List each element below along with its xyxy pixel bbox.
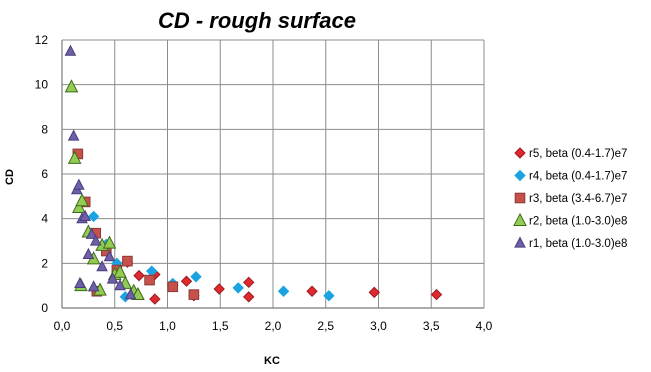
data-point: [243, 291, 255, 303]
data-point: [79, 209, 92, 222]
y-tick-label: 6: [41, 167, 48, 181]
data-point: [167, 281, 179, 293]
y-tick-label: 4: [41, 212, 48, 226]
data-point: [306, 285, 318, 297]
x-tick-label: 4,0: [476, 319, 493, 333]
data-point: [180, 275, 193, 287]
legend-entry: r4, beta (0.4-1.7)e7: [514, 169, 627, 183]
x-tick-label: 0,5: [106, 319, 123, 333]
data-point: [106, 272, 119, 284]
series-group: [64, 44, 137, 300]
legend-entry: r5, beta (0.4-1.7)e7: [514, 147, 627, 160]
legend-entry: r1, beta (1.0-3.0)e8: [514, 236, 627, 250]
legend-label: r5, beta (0.4-1.7)e7: [529, 148, 627, 160]
legend-marker: [514, 169, 526, 182]
data-point: [124, 288, 137, 300]
data-point: [114, 279, 126, 291]
chart-title: CD - rough surface: [158, 8, 356, 33]
data-point: [89, 234, 102, 246]
data-point: [87, 210, 100, 223]
legend-label: r2, beta (1.0-3.0)e8: [529, 216, 627, 228]
x-tick-label: 2,5: [317, 319, 334, 333]
data-point: [75, 193, 89, 207]
legend-marker: [514, 192, 526, 204]
data-point: [277, 285, 290, 297]
data-point: [368, 286, 380, 299]
data-point: [103, 250, 116, 262]
data-point: [113, 264, 127, 278]
grid-lines: [61, 39, 485, 309]
x-tick-labels: 0,0 0,5 1,0 1,5 2,0 2,5 3,0 3,5 4,0: [54, 319, 493, 333]
legend-marker: [514, 236, 526, 248]
data-point: [67, 150, 82, 164]
y-tick-label: 8: [41, 122, 48, 136]
data-point: [430, 288, 443, 301]
legend-entry: r2, beta (1.0-3.0)e8: [513, 212, 627, 228]
x-tick-label: 2,0: [265, 319, 282, 333]
x-tick-label: 3,0: [370, 319, 387, 333]
y-tick-labels: 0 2 4 6 8 10 12: [35, 33, 49, 315]
legend-label: r1, beta (1.0-3.0)e8: [529, 238, 627, 250]
data-point: [67, 129, 80, 141]
data-point: [82, 247, 95, 260]
legend-marker: [513, 212, 527, 226]
data-point: [87, 280, 100, 292]
y-tick-label: 12: [35, 33, 49, 47]
legend-entry: r3, beta (3.4-6.7)e7: [514, 192, 627, 205]
x-tick-label: 3,5: [423, 319, 440, 333]
legend-marker: [514, 147, 526, 159]
data-point: [64, 79, 79, 93]
x-axis-title: KC: [264, 355, 280, 367]
x-tick-label: 1,0: [159, 319, 176, 333]
data-point: [72, 199, 86, 213]
data-point: [188, 289, 200, 300]
axes: [61, 40, 484, 309]
y-tick-label: 0: [41, 301, 48, 315]
data-point: [73, 178, 85, 190]
data-point: [149, 293, 161, 305]
data-point: [243, 276, 255, 289]
data-point: [85, 227, 98, 239]
legend-label: r4, beta (0.4-1.7)e7: [529, 171, 627, 183]
data-point: [190, 271, 202, 283]
data-points: [64, 44, 443, 305]
y-tick-label: 10: [35, 78, 49, 92]
data-point: [122, 255, 133, 267]
data-point: [232, 282, 244, 294]
x-tick-label: 1,5: [212, 319, 229, 333]
x-tick-label: 0,0: [54, 319, 71, 333]
legend-label: r3, beta (3.4-6.7)e7: [529, 193, 627, 205]
data-point: [64, 44, 77, 56]
data-point: [323, 290, 335, 302]
data-point: [102, 235, 117, 249]
data-point: [144, 274, 155, 286]
y-axis-title: CD: [4, 169, 16, 185]
legend: r5, beta (0.4-1.7)e7 r4, beta (0.4-1.7)e7…: [513, 147, 627, 250]
data-point: [213, 283, 225, 295]
y-tick-label: 2: [41, 256, 48, 270]
data-point: [133, 269, 145, 282]
data-point: [96, 260, 108, 272]
data-point: [74, 276, 86, 289]
